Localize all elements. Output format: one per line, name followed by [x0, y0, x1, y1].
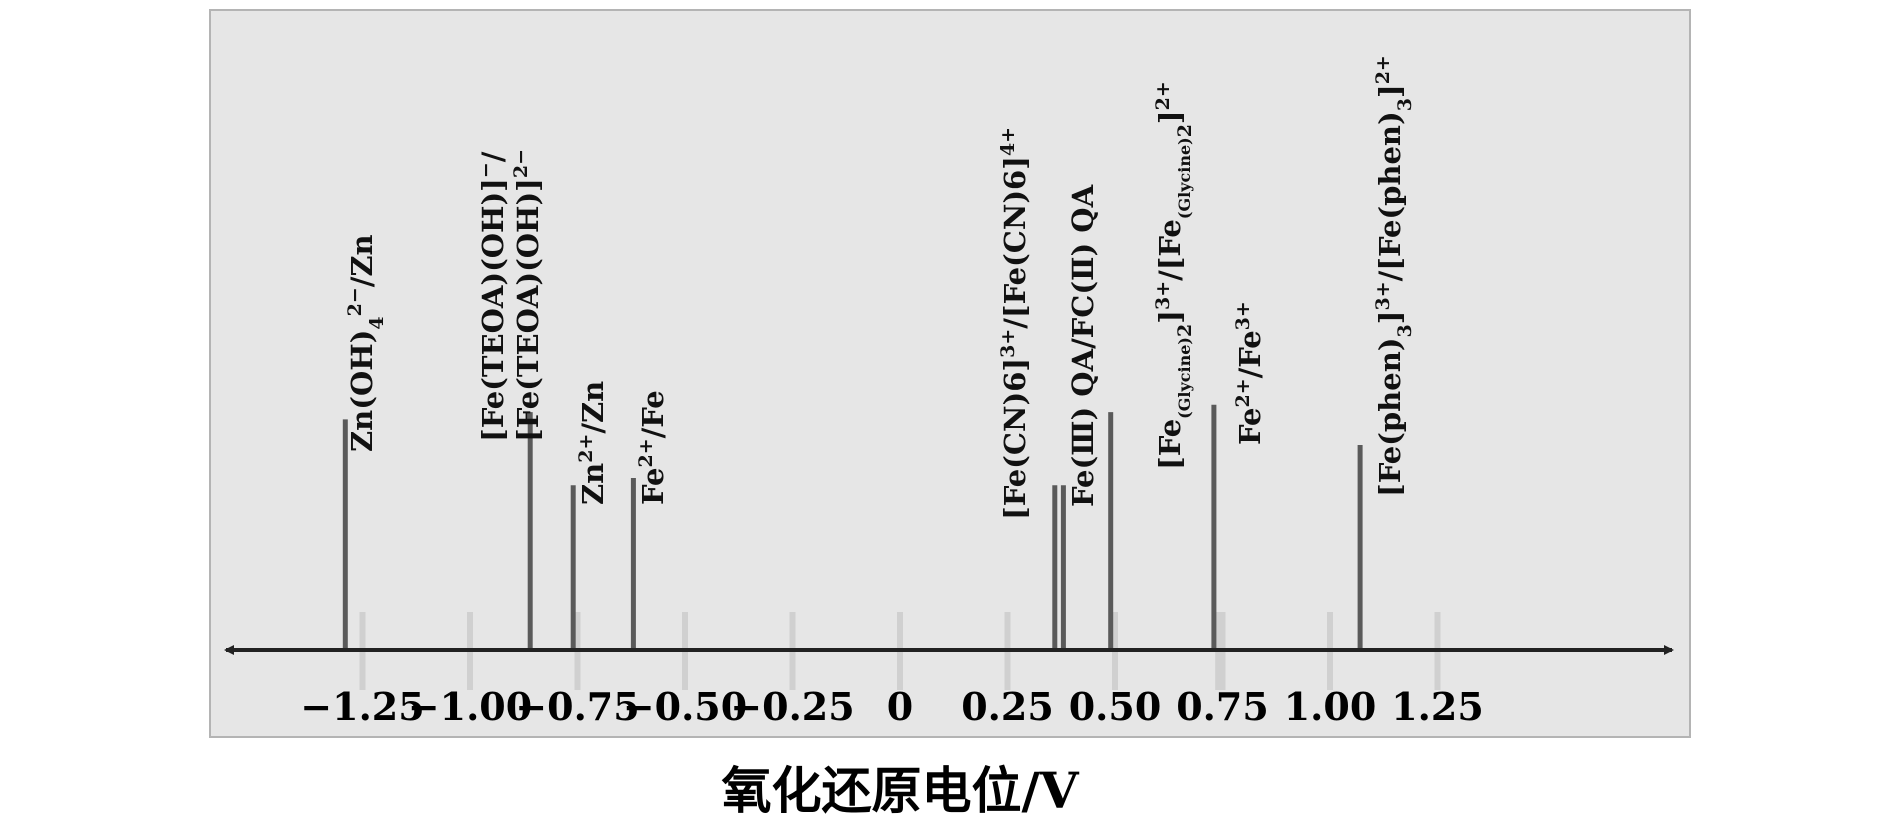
tick-label: −0.75	[515, 684, 639, 729]
tick-labels: −1.25−1.00−0.75−0.50−0.25 0 0.25 0.50 0.75 1.…	[300, 684, 1483, 729]
couple-label: Fe(Ⅲ) QA/FC(Ⅱ) QA	[1066, 184, 1100, 507]
tick-label: 0.50	[1069, 684, 1162, 729]
tick-label: 1.00	[1284, 684, 1377, 729]
tick-label: 0	[887, 684, 913, 729]
tick-label: −1.00	[408, 684, 532, 729]
tick-label: 0.25	[961, 684, 1054, 729]
potential-sticks	[342, 404, 1363, 650]
couple-label: [Fe(TEOA)(OH)]2−	[510, 149, 545, 442]
tick-label: −1.25	[300, 684, 424, 729]
x-axis-title: 氧化还原电位/V	[721, 761, 1079, 820]
tick-label: −0.50	[623, 684, 747, 729]
plot-panel	[209, 9, 1691, 738]
couple-label: [Fe(TEOA)(OH)]−/	[475, 151, 510, 442]
tick-label: −0.25	[730, 684, 854, 729]
tick-label: 1.25	[1391, 684, 1484, 729]
couple-label: [Fe(CN)6]3+/[Fe(CN)6]4+	[997, 127, 1032, 520]
tick-label: 0.75	[1176, 684, 1269, 729]
